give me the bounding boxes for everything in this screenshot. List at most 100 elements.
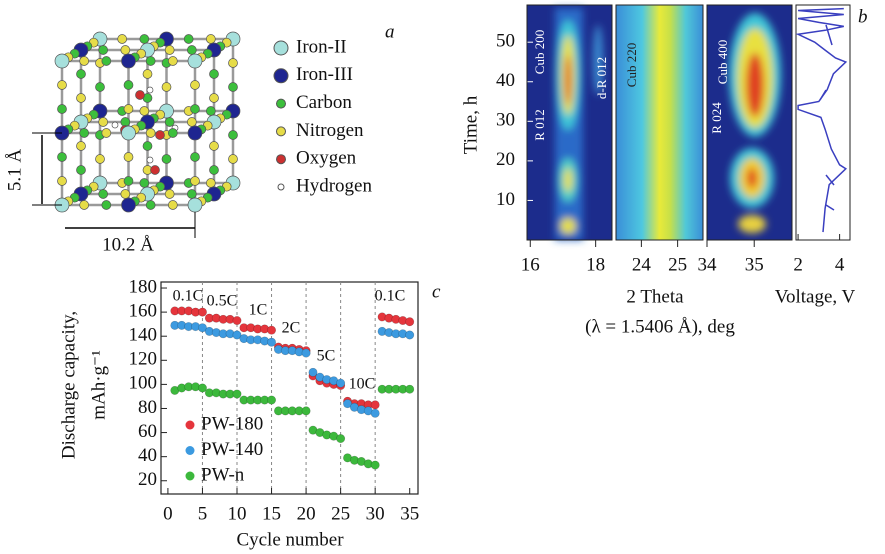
atom bbox=[101, 56, 112, 66]
peak-annotation: Cub 200 bbox=[532, 30, 547, 74]
legend-label: Hydrogen bbox=[296, 175, 372, 196]
width-label: 10.2 Å bbox=[102, 234, 154, 255]
legend-label: PW-180 bbox=[201, 413, 263, 434]
arrow bbox=[819, 89, 827, 101]
arrow bbox=[825, 174, 835, 186]
legend-swatch bbox=[185, 420, 195, 430]
rate-label: 0.1C bbox=[173, 288, 204, 305]
data-point bbox=[301, 406, 311, 416]
legend-label: PW-n bbox=[201, 464, 245, 485]
data-point bbox=[308, 367, 318, 377]
atom bbox=[123, 176, 134, 186]
heatmap-frame bbox=[526, 4, 613, 241]
x-tick-label: 20 bbox=[297, 503, 316, 524]
atom bbox=[145, 200, 156, 210]
legend-swatch bbox=[276, 154, 286, 165]
atom bbox=[145, 56, 156, 66]
x-tick-label: 34 bbox=[698, 254, 718, 275]
atom bbox=[123, 152, 134, 162]
atom bbox=[167, 200, 178, 210]
atom bbox=[79, 128, 90, 138]
legend-swatch bbox=[185, 446, 195, 455]
y-axis-label: Time, h bbox=[460, 95, 481, 154]
atom bbox=[120, 189, 131, 199]
data-point bbox=[405, 330, 415, 340]
legend-swatch bbox=[273, 40, 289, 56]
data-point bbox=[197, 307, 207, 317]
data-point bbox=[336, 434, 346, 444]
atom bbox=[190, 152, 200, 162]
atom bbox=[186, 189, 197, 199]
data-point bbox=[232, 330, 242, 340]
heatmap-frame bbox=[706, 4, 793, 241]
height-label: 5.1 Å bbox=[4, 149, 25, 192]
x-tick-label: 4 bbox=[835, 254, 845, 275]
atom bbox=[146, 86, 154, 94]
atom bbox=[76, 93, 86, 103]
atom bbox=[121, 197, 136, 213]
atom bbox=[190, 176, 200, 186]
atom bbox=[123, 80, 134, 90]
legend-label: Iron-III bbox=[296, 64, 353, 85]
atom bbox=[228, 130, 238, 140]
data-point bbox=[370, 408, 380, 418]
atom bbox=[164, 189, 175, 199]
legend-label: PW-140 bbox=[201, 439, 263, 460]
atom bbox=[161, 154, 172, 164]
x-tick-label: 5 bbox=[198, 503, 208, 524]
data-point bbox=[197, 383, 207, 393]
legend-swatch bbox=[273, 68, 289, 84]
y-tick-label: 20 bbox=[496, 149, 515, 170]
legend-swatch bbox=[185, 471, 195, 481]
voltage-line bbox=[795, 7, 848, 233]
heatmap-frame bbox=[615, 4, 704, 241]
peak-annotation: Cub 400 bbox=[715, 40, 730, 84]
atom bbox=[161, 82, 172, 92]
data-point bbox=[301, 348, 311, 358]
x-tick-label: 15 bbox=[262, 503, 281, 524]
y-tick-label: 30 bbox=[496, 110, 515, 131]
atom bbox=[57, 152, 67, 162]
peak-annotation: R 012 bbox=[532, 109, 547, 140]
rate-label: 5C bbox=[317, 348, 336, 365]
rate-label: 2C bbox=[282, 320, 301, 337]
plot-frame bbox=[160, 281, 419, 495]
atom bbox=[142, 69, 153, 79]
atom bbox=[54, 53, 70, 69]
y-axis-label: mAh·g⁻¹ bbox=[88, 350, 109, 420]
data-point bbox=[370, 400, 380, 410]
atom bbox=[209, 69, 219, 79]
rate-label: 0.5C bbox=[207, 293, 238, 310]
atom bbox=[205, 178, 216, 188]
arrow bbox=[825, 24, 833, 46]
atom bbox=[79, 200, 90, 210]
atom bbox=[164, 117, 175, 127]
atom bbox=[150, 165, 160, 175]
data-point bbox=[232, 389, 242, 399]
atom bbox=[187, 125, 203, 141]
x-tick-label: 25 bbox=[331, 503, 350, 524]
peak-annotation: d-R 012 bbox=[594, 57, 609, 99]
atom bbox=[98, 117, 109, 127]
panel-label: c bbox=[432, 281, 441, 302]
x-tick-label: 30 bbox=[366, 503, 385, 524]
y-axis-label: Discharge capacity, bbox=[58, 311, 79, 459]
heatmap-images bbox=[527, 4, 851, 241]
x-tick-label: 25 bbox=[668, 254, 687, 275]
atom bbox=[205, 34, 216, 44]
atom bbox=[95, 154, 105, 164]
atom bbox=[228, 82, 238, 92]
x-tick-label: 2 bbox=[793, 254, 803, 275]
rate-label: 1C bbox=[249, 302, 268, 319]
y-tick-label: 180 bbox=[129, 276, 158, 297]
atom bbox=[145, 128, 156, 138]
legend-swatch bbox=[276, 98, 286, 109]
x-axis-label: Cycle number bbox=[236, 529, 344, 550]
atom bbox=[186, 117, 197, 127]
atom bbox=[209, 165, 219, 175]
data-point bbox=[336, 378, 346, 388]
legend-label: Oxygen bbox=[296, 148, 357, 169]
y-tick-label: 60 bbox=[138, 421, 157, 442]
y-tick-label: 40 bbox=[138, 445, 157, 466]
